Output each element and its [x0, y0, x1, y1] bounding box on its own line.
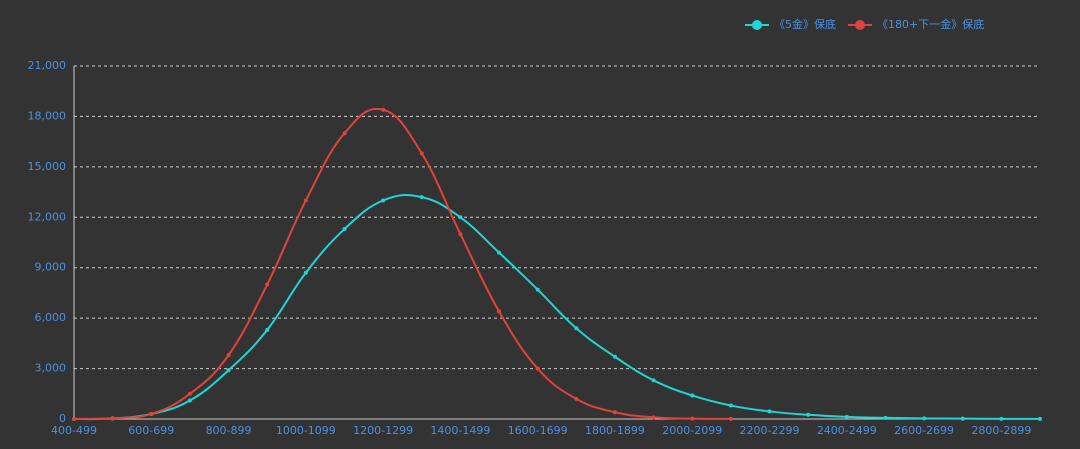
point	[612, 410, 617, 415]
line-series	[73, 107, 731, 420]
line-series	[73, 194, 1041, 421]
point	[960, 416, 965, 421]
x-tick-label: 800-899	[206, 424, 252, 437]
point	[1038, 416, 1042, 421]
y-tick-label: 18,000	[28, 109, 67, 122]
point	[265, 282, 270, 287]
point	[883, 415, 888, 420]
x-tick-label: 600-699	[128, 424, 174, 437]
x-tick-label: 1800-1899	[585, 424, 645, 437]
x-tick-label: 2800-2899	[971, 424, 1031, 437]
point	[303, 198, 308, 203]
legend-swatch	[752, 20, 762, 30]
point	[574, 396, 579, 401]
point	[690, 393, 695, 398]
x-tick-label: 2000-2099	[662, 424, 722, 437]
point	[806, 412, 811, 417]
point	[844, 414, 849, 419]
x-tick-label: 1400-1499	[430, 424, 490, 437]
legend-swatch	[855, 20, 865, 30]
point	[535, 366, 540, 371]
point	[728, 403, 733, 408]
point	[226, 368, 231, 373]
point	[535, 287, 540, 292]
point	[419, 151, 424, 156]
point	[110, 416, 115, 421]
x-tick-label: 1600-1699	[508, 424, 568, 437]
y-tick-label: 21,000	[28, 59, 67, 72]
point	[922, 416, 927, 421]
point	[419, 195, 424, 200]
y-tick-label: 3,000	[35, 362, 67, 375]
point	[497, 250, 502, 255]
x-tick-label: 400-499	[51, 424, 97, 437]
point	[690, 416, 695, 421]
y-tick-label: 9,000	[35, 261, 67, 274]
point	[612, 354, 617, 359]
y-tick-label: 0	[59, 412, 66, 425]
point	[728, 416, 733, 421]
point	[226, 353, 231, 358]
point	[381, 107, 386, 112]
point	[265, 327, 270, 332]
point	[381, 198, 386, 203]
y-tick-label: 6,000	[35, 311, 67, 324]
point	[149, 411, 154, 416]
point	[651, 378, 656, 383]
legend-label: 《5金》保底	[774, 17, 836, 31]
point	[497, 309, 502, 314]
x-tick-label: 1200-1299	[353, 424, 413, 437]
point	[999, 416, 1004, 421]
point	[187, 391, 192, 396]
point	[72, 417, 76, 421]
x-tick-label: 2200-2299	[740, 424, 800, 437]
point	[342, 227, 347, 232]
point	[651, 415, 656, 420]
y-tick-label: 15,000	[28, 160, 67, 173]
x-tick-label: 1000-1099	[276, 424, 336, 437]
point	[187, 398, 192, 403]
point	[458, 215, 463, 220]
x-tick-label: 2400-2499	[817, 424, 877, 437]
point	[303, 270, 308, 275]
x-tick-label: 2600-2699	[894, 424, 954, 437]
y-tick-label: 12,000	[28, 210, 67, 223]
legend-label: 《180+下一金》保底	[877, 17, 984, 31]
point	[458, 232, 463, 237]
point	[342, 131, 347, 136]
point	[574, 326, 579, 331]
point	[767, 409, 772, 414]
